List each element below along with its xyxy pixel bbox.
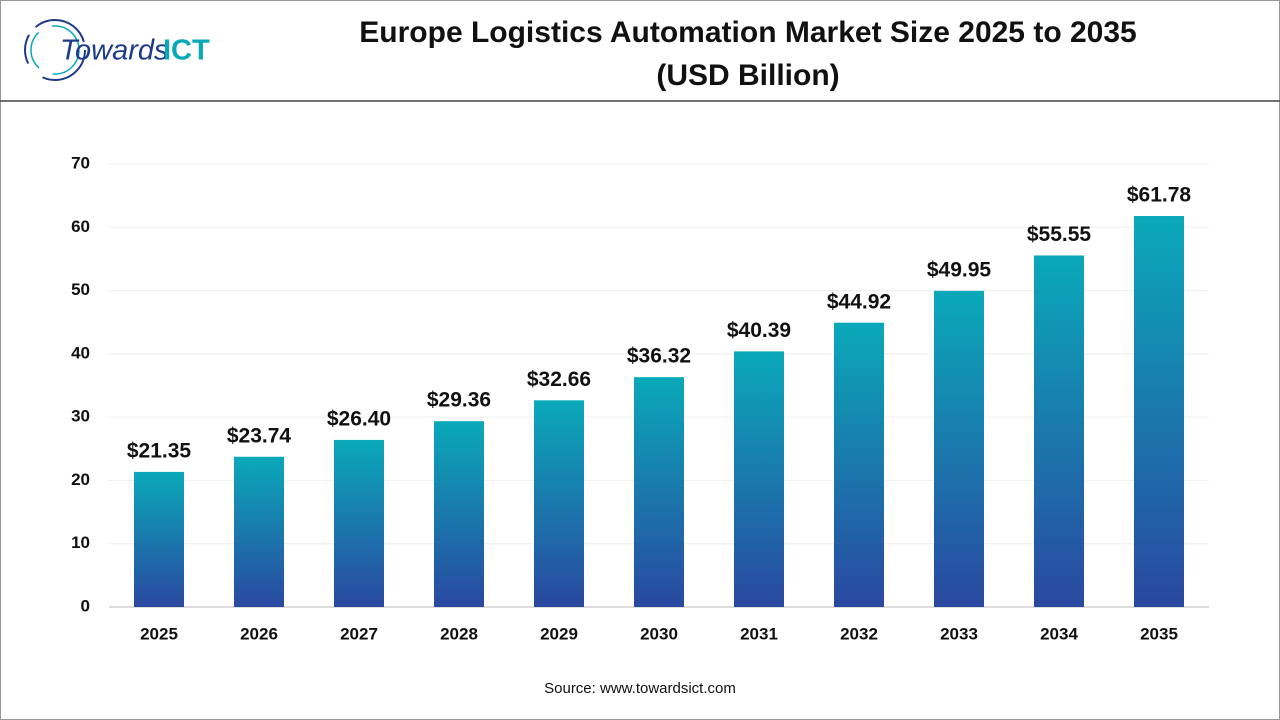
chart-subtitle: (USD Billion) — [656, 59, 839, 92]
x-tick-label: 2027 — [340, 624, 378, 643]
logo: Towards ICT — [24, 19, 210, 81]
x-tick-label: 2028 — [440, 624, 478, 643]
bar — [1034, 255, 1084, 607]
x-tick-label: 2032 — [840, 624, 878, 643]
x-tick-label: 2035 — [1140, 624, 1178, 643]
y-tick-label: 50 — [71, 280, 90, 299]
source-note: Source: www.towardsict.com — [544, 680, 736, 697]
logo-accent: ICT — [163, 35, 210, 67]
x-tick-label: 2031 — [740, 624, 778, 643]
value-label: $49.95 — [927, 258, 992, 281]
value-label: $21.35 — [127, 439, 192, 462]
y-tick-label: 60 — [71, 217, 90, 236]
value-label: $40.39 — [727, 319, 791, 342]
x-tick-label: 2026 — [240, 624, 278, 643]
bar — [434, 421, 484, 607]
value-label: $29.36 — [427, 389, 491, 412]
y-tick-label: 30 — [71, 407, 90, 426]
value-label: $32.66 — [527, 368, 591, 391]
y-tick-label: 0 — [81, 596, 90, 615]
bar — [534, 400, 584, 607]
bar — [934, 290, 984, 607]
bar — [234, 456, 284, 607]
logo-name: Towards — [60, 35, 169, 67]
y-tick-label: 40 — [71, 343, 90, 362]
y-tick-label: 70 — [71, 153, 90, 172]
value-label: $26.40 — [327, 407, 391, 430]
bar — [634, 377, 684, 607]
bar — [834, 322, 884, 607]
bar — [734, 351, 784, 607]
x-tick-label: 2025 — [140, 624, 178, 643]
x-tick-label: 2034 — [1040, 624, 1078, 643]
y-tick-label: 20 — [71, 470, 90, 489]
y-tick-label: 10 — [71, 533, 90, 552]
bar — [134, 471, 184, 607]
x-tick-label: 2033 — [940, 624, 978, 643]
value-label: $44.92 — [827, 290, 891, 313]
bar — [334, 439, 384, 607]
value-label: $61.78 — [1127, 184, 1192, 207]
value-label: $23.74 — [227, 424, 292, 447]
x-tick-label: 2029 — [540, 624, 578, 643]
value-label: $36.32 — [627, 345, 691, 368]
x-tick-label: 2030 — [640, 624, 678, 643]
bar — [1134, 216, 1184, 607]
chart-title: Europe Logistics Automation Market Size … — [359, 16, 1136, 49]
value-label: $55.55 — [1027, 223, 1092, 246]
